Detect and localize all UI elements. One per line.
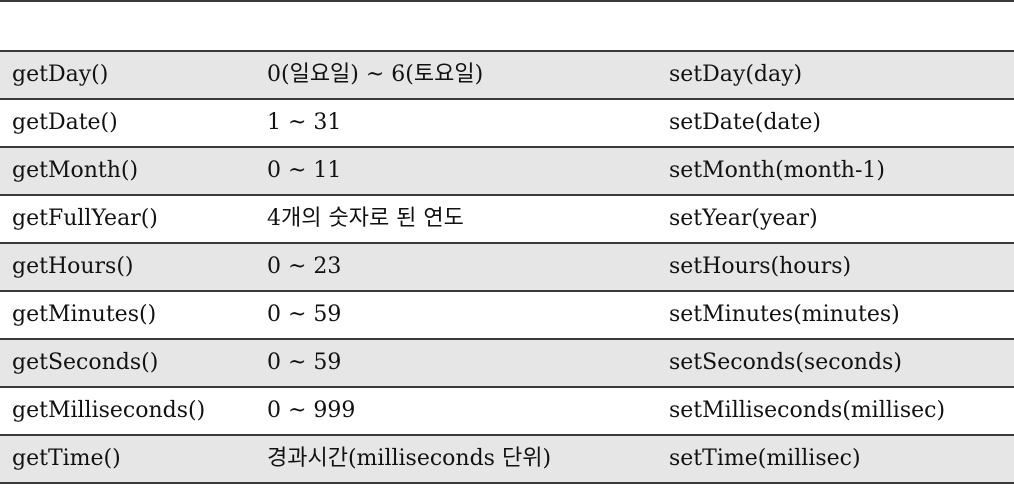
setter-cell: setDate(date)	[657, 99, 1014, 148]
table-row: getMinutes() 0 ~ 59 setMinutes(minutes)	[0, 291, 1014, 340]
range-cell: 0 ~ 23	[255, 243, 657, 292]
range-cell: 4개의 숫자로 된 연도	[255, 195, 657, 244]
range-cell: 0 ~ 999	[255, 387, 657, 436]
table-row: getHours() 0 ~ 23 setHours(hours)	[0, 243, 1014, 292]
range-cell: 0 ~ 59	[255, 339, 657, 388]
table-body: getDay() 0(일요일) ~ 6(토요일) setDay(day) getDat…	[0, 52, 1014, 484]
setter-cell: setMilliseconds(millisec)	[657, 387, 1014, 436]
range-cell: 0 ~ 11	[255, 147, 657, 196]
getter-cell: getDay()	[0, 52, 255, 100]
table-row: getFullYear() 4개의 숫자로 된 연도 setYear(year)	[0, 195, 1014, 244]
setter-cell: setDay(day)	[657, 52, 1014, 100]
getter-cell: getFullYear()	[0, 195, 255, 244]
table-row: getSeconds() 0 ~ 59 setSeconds(seconds)	[0, 339, 1014, 388]
getter-cell: getMonth()	[0, 147, 255, 196]
range-cell: 경과시간(milliseconds 단위)	[255, 435, 657, 484]
table-row: getMilliseconds() 0 ~ 999 setMilliseconds(…	[0, 387, 1014, 436]
setter-cell: setHours(hours)	[657, 243, 1014, 292]
getter-cell: getMinutes()	[0, 291, 255, 340]
setter-cell: setTime(millisec)	[657, 435, 1014, 484]
table-row: getMonth() 0 ~ 11 setMonth(month-1)	[0, 147, 1014, 196]
range-cell: 1 ~ 31	[255, 99, 657, 148]
getter-cell: getHours()	[0, 243, 255, 292]
table-header-row	[0, 2, 1014, 52]
getter-cell: getDate()	[0, 99, 255, 148]
setter-cell: setMonth(month-1)	[657, 147, 1014, 196]
table-row: getDate() 1 ~ 31 setDate(date)	[0, 99, 1014, 148]
table-top-rule	[0, 0, 1014, 2]
getter-cell: getMilliseconds()	[0, 387, 255, 436]
setter-cell: setMinutes(minutes)	[657, 291, 1014, 340]
getter-cell: getTime()	[0, 435, 255, 484]
setter-cell: setSeconds(seconds)	[657, 339, 1014, 388]
table-row: getDay() 0(일요일) ~ 6(토요일) setDay(day)	[0, 52, 1014, 100]
setter-cell: setYear(year)	[657, 195, 1014, 244]
range-cell: 0(일요일) ~ 6(토요일)	[255, 52, 657, 100]
getter-cell: getSeconds()	[0, 339, 255, 388]
table-row: getTime() 경과시간(milliseconds 단위) setTime(mi…	[0, 435, 1014, 484]
range-cell: 0 ~ 59	[255, 291, 657, 340]
